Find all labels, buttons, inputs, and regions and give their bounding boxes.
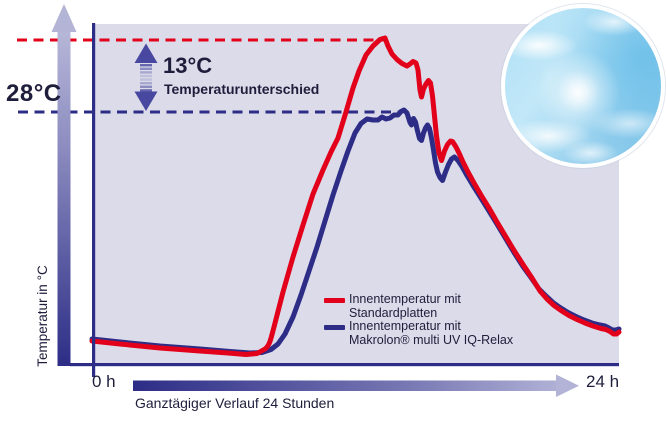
- legend-text-line: Makrolon® multi UV IQ-Relax: [349, 332, 514, 347]
- x-axis-line: [70, 363, 619, 367]
- legend-text-line: Innentemperatur mit: [349, 319, 461, 333]
- label-13c: 13°C: [163, 53, 213, 78]
- legend-text-line: Standardplatten: [349, 305, 438, 320]
- x-axis-tick-0h: 0 h: [92, 372, 116, 391]
- x-axis-tick-24h: 24 h: [586, 372, 620, 391]
- x-axis-gradient-arrow: [133, 374, 579, 397]
- legend-text-line: Innentemperatur mit: [349, 292, 461, 306]
- legend-swatch-standard-red: [324, 298, 345, 303]
- legend-item-makrolon: Innentemperatur mit Makrolon® multi UV I…: [324, 319, 514, 347]
- y-axis-line: [92, 23, 96, 377]
- y-axis-title: Temperatur in °C: [35, 265, 50, 367]
- sky-sun-photo: [501, 4, 665, 168]
- label-28c: 28°C: [6, 80, 62, 107]
- standard-curve: [89, 35, 622, 357]
- temperature-difference-arrow: [134, 43, 158, 111]
- legend-swatch-makrolon-blue: [324, 325, 345, 330]
- x-axis-title: Ganztägiger Verlauf 24 Stunden: [135, 395, 335, 411]
- label-temperature-difference: Temperaturunterschied: [164, 81, 320, 97]
- y-axis-gradient-arrow: [51, 4, 77, 366]
- legend-item-standardplatten: Innentemperatur mit Standardplatten: [324, 292, 461, 320]
